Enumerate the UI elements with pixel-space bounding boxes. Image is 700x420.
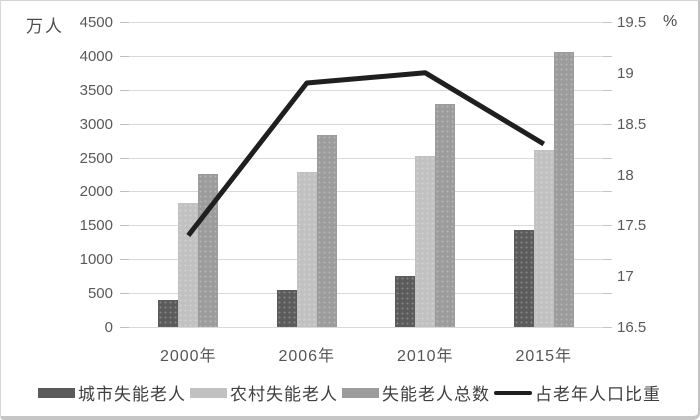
left-axis-unit-label: 万人 [26, 17, 64, 36]
axis-tick [120, 191, 129, 193]
axis-tick [120, 225, 129, 227]
urban-disabled-swatch [38, 387, 75, 398]
plot-area [120, 22, 612, 328]
axis-tick [120, 293, 129, 295]
axis-tick [603, 327, 612, 328]
axis-tick [603, 55, 612, 57]
legend-item-urban-disabled: 城市失能老人 [38, 380, 186, 405]
y-tick-label-right: 16.5 [617, 319, 647, 336]
legend-label: 失能老人总数 [382, 385, 490, 404]
bar-total-disabled-2000 [198, 173, 219, 327]
bar-rural-disabled-2006 [296, 172, 317, 327]
axis-tick [603, 157, 612, 159]
gridline [129, 89, 603, 91]
axis-tick [120, 157, 129, 159]
gridline [129, 55, 603, 57]
axis-tick [603, 22, 612, 23]
y-tick-label-right: 17.5 [617, 217, 647, 235]
axis-tick [603, 293, 612, 295]
right-axis-unit-label: % [663, 13, 678, 30]
legend: 城市失能老人 农村失能老人 失能老人总数 占老年人口比重 [1, 380, 698, 405]
bar-rural-disabled-2010 [415, 155, 436, 327]
y-tick-label-left: 1000 [79, 251, 113, 269]
legend-item-elderly-ratio: 占老年人口比重 [494, 380, 661, 405]
axis-tick [603, 259, 612, 261]
x-tick-label-2006: 2006年 [278, 348, 336, 365]
axis-tick [120, 89, 129, 91]
bar-urban-disabled-2006 [276, 290, 297, 327]
axis-tick [603, 191, 612, 193]
axis-tick [120, 327, 129, 328]
y-tick-label-right: 19.5 [617, 14, 647, 31]
gridline [129, 259, 603, 261]
axis-tick [120, 22, 129, 23]
y-tick-label-left: 500 [87, 285, 113, 303]
x-tick-label-2000: 2000年 [159, 348, 217, 365]
y-tick-label-right: 17 [617, 268, 634, 286]
bar-total-disabled-2006 [316, 134, 337, 327]
axis-tick [120, 259, 129, 261]
elderly-ratio-line-swatch [494, 390, 532, 395]
bar-total-disabled-2010 [435, 104, 456, 327]
bar-urban-disabled-2015 [513, 230, 534, 327]
gridline [129, 22, 603, 23]
x-tick-label-2010: 2010年 [396, 348, 454, 365]
gridline [129, 327, 603, 328]
y-tick-label-left: 4000 [79, 47, 113, 65]
y-tick-label-left: 0 [104, 319, 113, 336]
gridline [129, 123, 603, 125]
axis-tick [120, 123, 129, 125]
x-tick-label-2015: 2015年 [515, 348, 573, 365]
axis-tick [603, 225, 612, 227]
gridline [129, 225, 603, 227]
y-tick-label-left: 2000 [79, 183, 113, 201]
gridline [129, 293, 603, 295]
y-tick-label-right: 18.5 [617, 115, 647, 133]
y-tick-label-left: 2500 [79, 149, 113, 167]
elderly-ratio-line [186, 70, 546, 238]
legend-label: 农村失能老人 [230, 385, 338, 404]
bar-total-disabled-2015 [553, 51, 574, 327]
y-tick-label-left: 3000 [79, 115, 113, 133]
gridline [129, 157, 603, 159]
axis-tick [603, 89, 612, 91]
rural-disabled-swatch [190, 387, 227, 398]
total-disabled-swatch [342, 387, 379, 398]
legend-item-rural-disabled: 农村失能老人 [190, 380, 338, 405]
y-tick-label-right: 19 [617, 64, 634, 82]
bar-rural-disabled-2000 [178, 202, 199, 327]
y-tick-label-left: 1500 [79, 217, 113, 235]
y-tick-label-left: 4500 [79, 14, 113, 31]
legend-item-total-disabled: 失能老人总数 [342, 380, 490, 405]
bar-urban-disabled-2000 [158, 299, 179, 327]
y-tick-label-right: 18 [617, 166, 634, 184]
bar-rural-disabled-2015 [533, 150, 554, 327]
axis-tick [120, 55, 129, 57]
y-tick-label-left: 3500 [79, 81, 113, 99]
elderly-ratio-line-layer [186, 70, 546, 238]
legend-label: 占老年人口比重 [535, 385, 661, 404]
bar-urban-disabled-2010 [395, 276, 416, 327]
legend-label: 城市失能老人 [78, 385, 186, 404]
gridline [129, 191, 603, 193]
axis-tick [603, 123, 612, 125]
